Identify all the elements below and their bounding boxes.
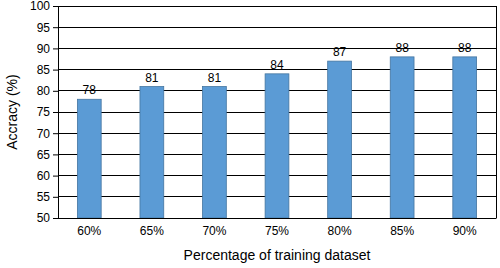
x-axis-title: Percentage of training dataset	[184, 247, 371, 263]
x-tick-label: 90%	[453, 224, 477, 238]
plot: 78 81 81 84 87 88 88 50 55 60 65 70 75 80 85 90 95 100 60%…	[30, 0, 497, 238]
y-tick-label: 65	[37, 148, 51, 162]
y-tick-mark	[53, 6, 58, 7]
y-tick: 60	[37, 169, 58, 183]
y-tick: 70	[37, 127, 58, 141]
y-tick: 50	[37, 211, 58, 225]
y-tick: 90	[37, 42, 58, 56]
data-label: 81	[145, 71, 159, 85]
y-tick-mark	[53, 176, 58, 177]
y-tick-mark	[53, 154, 58, 155]
y-tick: 55	[37, 190, 58, 204]
bars	[77, 57, 476, 218]
x-tick-label: 70%	[202, 224, 226, 238]
y-tick-label: 55	[37, 190, 51, 204]
y-tick-mark	[53, 218, 58, 219]
y-tick-mark	[53, 91, 58, 92]
x-tick-label: 85%	[390, 224, 414, 238]
y-tick-mark	[53, 27, 58, 28]
y-tick: 100	[30, 0, 58, 13]
bar	[390, 57, 414, 218]
y-tick: 85	[37, 63, 58, 77]
x-tick: 80%	[328, 218, 352, 238]
grid-line	[58, 6, 496, 7]
x-tick-label: 75%	[265, 224, 289, 238]
grid-line	[58, 27, 496, 28]
x-tick: 75%	[265, 218, 289, 238]
y-tick-mark	[53, 112, 58, 113]
x-tick: 65%	[140, 218, 164, 238]
y-tick-mark	[53, 70, 58, 71]
data-label: 84	[270, 58, 284, 72]
y-tick-label: 90	[37, 42, 51, 56]
frame	[496, 6, 497, 218]
bar	[328, 61, 352, 218]
y-tick-label: 95	[37, 21, 51, 35]
y-axis-line	[58, 7, 59, 219]
x-tick: 85%	[390, 218, 414, 238]
chart: 78 81 81 84 87 88 88 50 55 60 65 70 75 80 85 90 95 100 60%…	[0, 0, 500, 268]
x-tick-label: 80%	[328, 224, 352, 238]
x-tick: 90%	[453, 218, 477, 238]
data-label: 87	[333, 45, 347, 59]
y-tick-label: 60	[37, 169, 51, 183]
y-tick-label: 50	[37, 211, 51, 225]
data-label: 81	[208, 71, 222, 85]
x-axis-line	[59, 218, 497, 219]
y-tick-mark	[53, 48, 58, 49]
x-tick: 70%	[202, 218, 226, 238]
grid-line	[58, 48, 496, 49]
data-label: 78	[83, 83, 97, 97]
bar	[140, 87, 164, 218]
bar	[453, 57, 477, 218]
data-label: 88	[395, 41, 409, 55]
data-label: 88	[458, 41, 472, 55]
y-axis: 50 55 60 65 70 75 80 85 90 95 100	[30, 0, 59, 225]
bar	[265, 74, 289, 218]
grid	[58, 6, 496, 218]
y-tick-label: 85	[37, 63, 51, 77]
y-axis-title: Accracy (%)	[4, 74, 20, 149]
bar	[77, 99, 101, 218]
y-tick: 75	[37, 105, 58, 119]
y-tick-label: 75	[37, 105, 51, 119]
x-tick: 60%	[77, 218, 101, 238]
y-tick-mark	[53, 133, 58, 134]
y-tick: 80	[37, 84, 58, 98]
x-tick-label: 65%	[140, 224, 164, 238]
y-tick-label: 70	[37, 127, 51, 141]
x-tick-label: 60%	[77, 224, 101, 238]
y-tick-mark	[53, 197, 58, 198]
bar	[203, 87, 227, 218]
data-labels: 78 81 81 84 87 88 88	[83, 41, 472, 97]
y-tick: 95	[37, 21, 58, 35]
x-axis: 60% 65% 70% 75% 80% 85% 90%	[59, 218, 497, 238]
y-tick-label: 100	[30, 0, 50, 13]
y-tick: 65	[37, 148, 58, 162]
y-tick-label: 80	[37, 84, 51, 98]
